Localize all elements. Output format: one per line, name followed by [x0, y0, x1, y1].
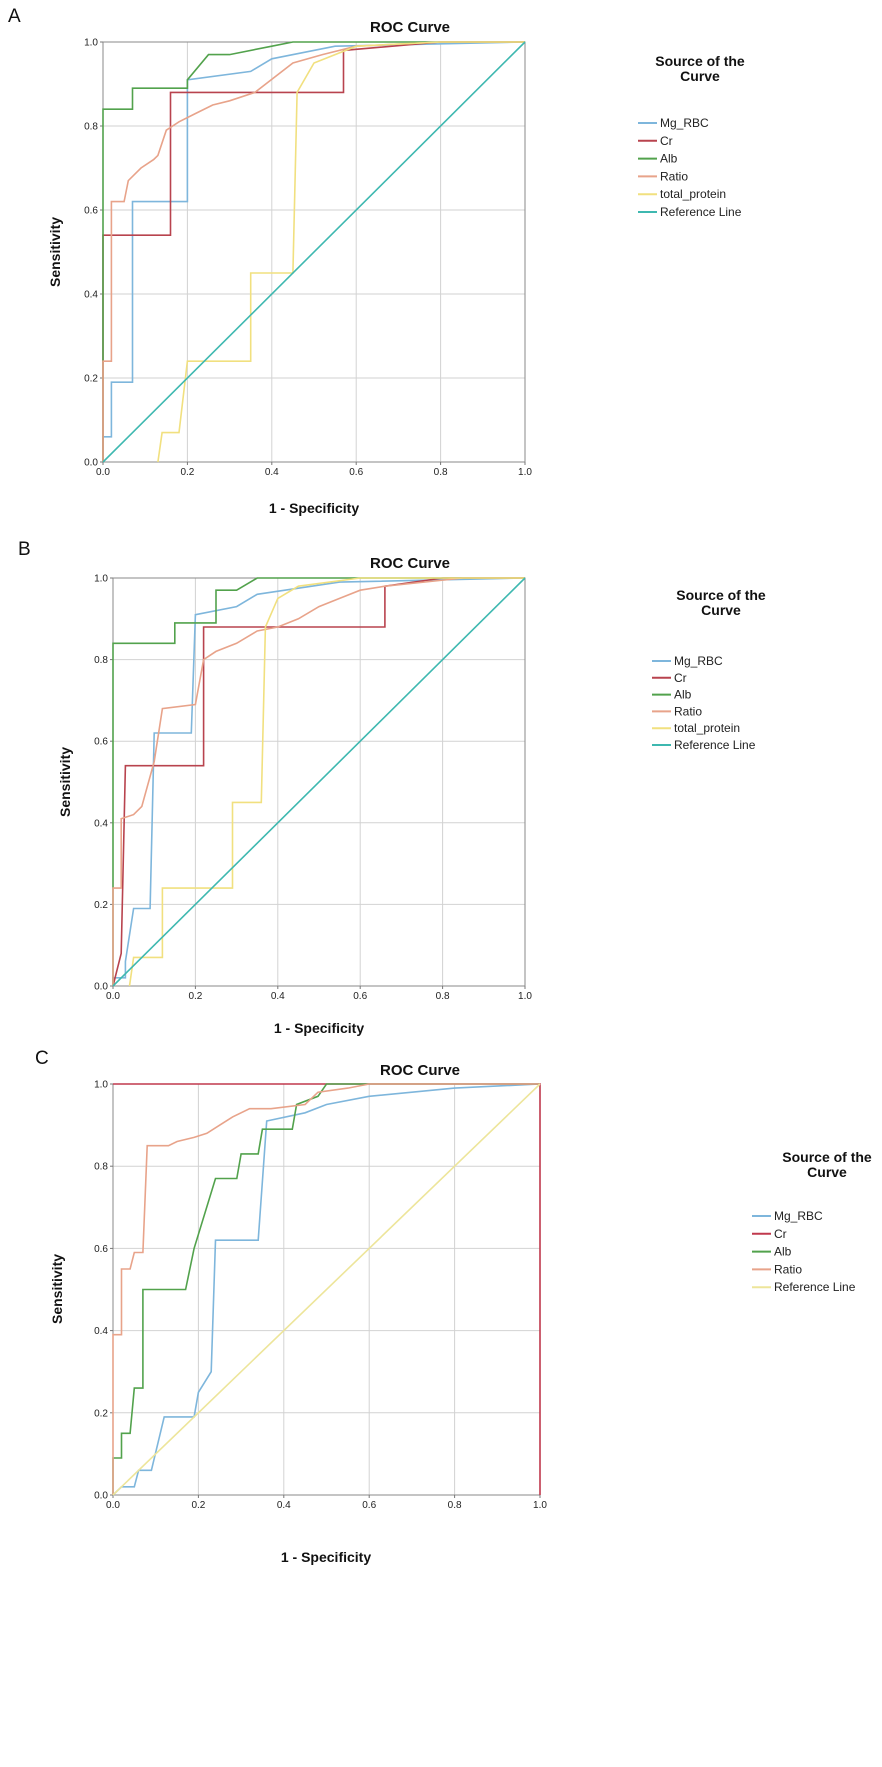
- x-tick-label: 0.0: [96, 467, 110, 478]
- x-tick-label: 0.0: [106, 991, 120, 1002]
- roc-curve-cr: [112, 577, 525, 987]
- x-tick-label: 0.8: [436, 991, 450, 1002]
- x-axis-label: 1 - Specificity: [274, 1020, 364, 1036]
- x-tick-label: 0.8: [448, 1500, 462, 1511]
- roc-curve-reference-line: [112, 577, 526, 987]
- y-tick-label: 0.0: [94, 1491, 108, 1502]
- y-tick-label: 0.4: [84, 290, 98, 301]
- legend-label: Reference Line: [660, 205, 742, 219]
- y-tick-label: 0.2: [84, 374, 98, 385]
- y-tick-label: 0.6: [94, 737, 108, 748]
- x-tick-label: 0.0: [106, 1500, 120, 1511]
- roc-curve-mg-rbc: [112, 1083, 541, 1496]
- roc-curve-ratio: [112, 577, 525, 986]
- y-axis-label: Sensitivity: [49, 1254, 65, 1324]
- x-tick-label: 1.0: [533, 1500, 547, 1511]
- x-tick-label: 0.6: [353, 991, 367, 1002]
- y-tick-label: 0.4: [94, 818, 108, 829]
- x-tick-label: 0.6: [349, 467, 363, 478]
- y-tick-label: 0.2: [94, 900, 108, 911]
- y-tick-label: 1.0: [94, 1080, 108, 1091]
- x-tick-label: 0.4: [277, 1500, 291, 1511]
- y-tick-label: 0.6: [84, 206, 98, 217]
- x-tick-label: 1.0: [518, 467, 532, 478]
- y-tick-label: 0.8: [84, 122, 98, 133]
- roc-curve-total-protein: [128, 577, 525, 987]
- roc-curve-mg-rbc: [112, 577, 526, 986]
- legend-label: Reference Line: [774, 1280, 856, 1294]
- roc-curve-reference-line: [112, 1083, 541, 1496]
- roc-panel-b: B ROC Curve 0.0 0.2 0.4 0.6 0.8 1.0 0.0 0.2 0.4 0.6…: [18, 539, 766, 1036]
- legend-label: Cr: [674, 671, 687, 685]
- roc-curve-ratio: [112, 1083, 540, 1495]
- legend-title: Curve: [701, 602, 741, 618]
- legend-label: total_protein: [674, 721, 740, 735]
- panel-letter: C: [35, 1048, 49, 1069]
- legend-title: Curve: [807, 1164, 847, 1180]
- legend-label: Alb: [674, 688, 692, 702]
- legend-label: Reference Line: [674, 738, 756, 752]
- y-axis-label: Sensitivity: [47, 217, 63, 287]
- y-tick-label: 0.4: [94, 1326, 108, 1337]
- legend-label: Cr: [660, 134, 673, 148]
- y-tick-label: 0.8: [94, 1162, 108, 1173]
- legend-label: Mg_RBC: [660, 116, 709, 130]
- x-tick-label: 0.6: [362, 1500, 376, 1511]
- panel-letter: A: [8, 6, 21, 27]
- roc-curve-reference-line: [102, 41, 526, 463]
- legend-label: Cr: [774, 1227, 787, 1241]
- x-tick-label: 0.2: [191, 1500, 205, 1511]
- legend-label: Ratio: [774, 1262, 802, 1276]
- legend-label: Alb: [660, 152, 678, 166]
- roc-curve-ratio: [102, 41, 525, 462]
- y-tick-label: 0.2: [94, 1408, 108, 1419]
- legend-label: Mg_RBC: [774, 1209, 823, 1223]
- y-tick-label: 0.6: [94, 1244, 108, 1255]
- legend-title: Curve: [680, 68, 720, 84]
- legend-label: Ratio: [674, 704, 702, 718]
- chart-title: ROC Curve: [370, 555, 450, 572]
- y-tick-label: 0.0: [84, 458, 98, 469]
- x-tick-label: 0.4: [271, 991, 285, 1002]
- y-tick-label: 1.0: [94, 574, 108, 585]
- y-tick-label: 1.0: [84, 38, 98, 49]
- y-axis-label: Sensitivity: [57, 747, 73, 817]
- y-tick-label: 0.8: [94, 655, 108, 666]
- x-tick-label: 0.2: [180, 467, 194, 478]
- x-tick-label: 1.0: [518, 991, 532, 1002]
- x-tick-label: 0.4: [265, 467, 279, 478]
- roc-curve-alb: [112, 1083, 540, 1495]
- roc-panel-a: A ROC Curve 0.0 0.2 0.4 0.6 0.8 1.0 0.0 0.2 0.4 0.6…: [8, 6, 745, 516]
- legend-title: Source of the: [655, 53, 745, 69]
- roc-panel-c: C ROC Curve 0.0 0.2 0.4 0.6 0.8 1.0 0.0 0.2 0.4 0.6…: [35, 1048, 872, 1565]
- legend-label: Alb: [774, 1245, 792, 1259]
- legend-label: Ratio: [660, 169, 688, 183]
- y-tick-label: 0.0: [94, 982, 108, 993]
- x-tick-label: 0.8: [434, 467, 448, 478]
- chart-title: ROC Curve: [380, 1062, 460, 1079]
- legend-label: total_protein: [660, 187, 726, 201]
- legend-title: Source of the: [676, 587, 766, 603]
- roc-curve-alb: [112, 577, 525, 986]
- roc-curve-total-protein: [157, 41, 525, 463]
- x-axis-label: 1 - Specificity: [281, 1549, 371, 1565]
- chart-title: ROC Curve: [370, 19, 450, 36]
- legend-title: Source of the: [782, 1149, 872, 1165]
- x-axis-label: 1 - Specificity: [269, 500, 359, 516]
- legend-label: Mg_RBC: [674, 654, 723, 668]
- roc-curve-mg-rbc: [102, 41, 526, 462]
- roc-curve-alb: [102, 41, 525, 462]
- panel-letter: B: [18, 539, 31, 560]
- x-tick-label: 0.2: [188, 991, 202, 1002]
